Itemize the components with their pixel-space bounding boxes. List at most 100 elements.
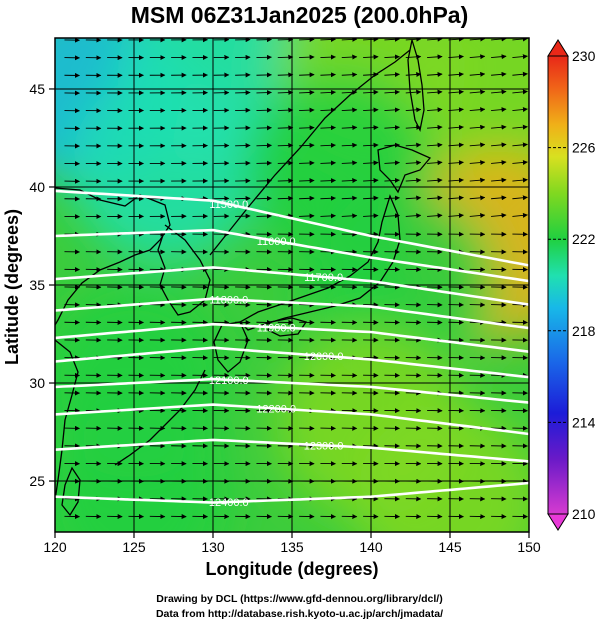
wind-arrow-459: [469, 160, 486, 166]
coastline-taiwan: [61, 466, 81, 517]
wind-arrow-593: [512, 54, 528, 60]
wind-arrow-472: [277, 142, 294, 148]
wind-arrow-436: [448, 177, 464, 183]
chart-title: MSM 06Z31Jan2025 (200.0hPa): [130, 2, 469, 28]
wind-arrow-610: [405, 38, 422, 42]
colorbar-min-arrow: [547, 513, 569, 531]
wind-arrow-544: [405, 89, 422, 95]
wind-arrow-439: [512, 177, 528, 183]
wind-arrow-480: [448, 142, 464, 148]
wind-arrow-568: [448, 71, 464, 77]
wind-arrow-561: [299, 72, 315, 78]
colorbar-label-222: 222: [572, 231, 596, 247]
coastline-sakhalin: [407, 39, 425, 132]
x-tick-label-135: 135: [280, 539, 304, 555]
wind-arrow-539: [299, 89, 315, 95]
wind-arrow-497: [341, 125, 358, 131]
wind-arrow-560: [277, 72, 294, 78]
wind-arrow-495: [299, 125, 315, 131]
y-axis: 25 30 35 40 45: [29, 81, 55, 489]
wind-arrow-457: [427, 160, 443, 166]
wind-arrow-451: [299, 160, 315, 166]
wind-arrow-562: [320, 72, 336, 78]
wind-arrow-588: [405, 54, 422, 60]
wind-arrow-516: [277, 107, 294, 113]
wind-arrow-526: [491, 107, 507, 113]
contour-label-12400.0: 12400.0: [209, 497, 249, 509]
y-tick-label-45: 45: [29, 81, 45, 97]
wind-arrow-496: [320, 125, 336, 131]
wind-arrow-410: [363, 195, 379, 201]
wind-arrow-483: [512, 142, 528, 148]
wind-arrow-540: [320, 89, 336, 95]
wind-arrow-482: [491, 142, 507, 148]
wind-arrow-545: [427, 89, 443, 95]
wind-arrow-549: [512, 89, 528, 95]
wind-arrow-583: [299, 54, 315, 60]
wind-arrow-429: [299, 178, 315, 184]
wind-arrow-501: [427, 124, 443, 130]
wind-arrow-478: [405, 142, 422, 148]
wind-arrow-389: [384, 213, 400, 219]
coastline-hokkaido: [377, 144, 432, 194]
wind-arrow-394: [491, 212, 507, 218]
y-tick-label-40: 40: [29, 179, 45, 195]
contour-line-11700.0: [55, 266, 529, 306]
colorbar-label-230: 230: [572, 48, 596, 64]
contour-label-12000.0: 12000.0: [304, 351, 344, 363]
wind-arrow-612: [448, 38, 464, 42]
credit-data: Data from http://database.rish.kyoto-u.a…: [155, 608, 444, 620]
wind-arrow-450: [277, 160, 294, 166]
wind-arrow-607: [341, 38, 358, 42]
wind-arrow-524: [448, 107, 464, 113]
wind-arrow-564: [363, 72, 379, 78]
wind-arrow-412: [405, 195, 422, 201]
contour-label-12200.0: 12200.0: [256, 404, 296, 416]
wind-arrow-547: [469, 89, 486, 95]
wind-arrow-505: [512, 124, 528, 130]
wind-arrow-461: [512, 159, 528, 165]
wind-arrow-391: [427, 213, 443, 219]
wind-arrow-611: [427, 38, 443, 42]
colorbar-label-226: 226: [572, 140, 596, 156]
wind-arrow-437: [469, 177, 486, 183]
colorbar-gradient: [547, 55, 569, 515]
wind-arrow-454: [363, 160, 379, 166]
wind-arrow-386: [320, 213, 336, 219]
coastline-china-east: [55, 339, 79, 501]
contour-line-11600.0: [55, 228, 529, 283]
wind-arrow-390: [405, 213, 422, 219]
wind-arrow-393: [469, 213, 486, 218]
wind-arrow-458: [448, 160, 464, 166]
wind-arrow-563: [341, 72, 358, 78]
colorbar: 210 214 218 222 226 230: [547, 39, 596, 531]
wind-arrow-385: [299, 213, 315, 219]
wind-arrow-523: [427, 107, 443, 113]
wind-arrow-582: [277, 54, 294, 60]
wind-arrow-543: [384, 89, 400, 95]
colorbar-max-arrow: [547, 39, 569, 57]
wind-arrow-414: [448, 195, 464, 201]
wind-arrow-395: [512, 212, 528, 218]
height-contours: 11500.0 11600.0 11700.0 11800.0 11900.0 12000…: [55, 189, 529, 509]
wind-arrow-416: [491, 195, 507, 201]
wind-arrow-477: [384, 142, 400, 148]
wind-arrow-613: [469, 38, 486, 42]
wind-arrow-503: [469, 124, 486, 130]
wind-arrow-431: [341, 178, 358, 184]
wind-arrow-456: [405, 160, 422, 166]
x-tick-label-140: 140: [359, 539, 383, 555]
wind-arrow-455: [384, 160, 400, 166]
wind-arrow-522: [405, 107, 422, 113]
x-tick-label-130: 130: [201, 539, 225, 555]
wind-arrow-585: [341, 54, 358, 60]
contour-line-12200.0: [55, 403, 529, 436]
wind-arrow-525: [469, 107, 486, 113]
wind-arrow-591: [469, 54, 486, 60]
wind-arrow-609: [384, 38, 400, 42]
x-tick-label-145: 145: [438, 539, 462, 555]
contour-line-11800.0: [55, 297, 529, 330]
contour-label-11700.0: 11700.0: [304, 272, 343, 284]
wind-arrow-392: [448, 213, 464, 219]
contour-line-11900.0: [55, 322, 529, 353]
